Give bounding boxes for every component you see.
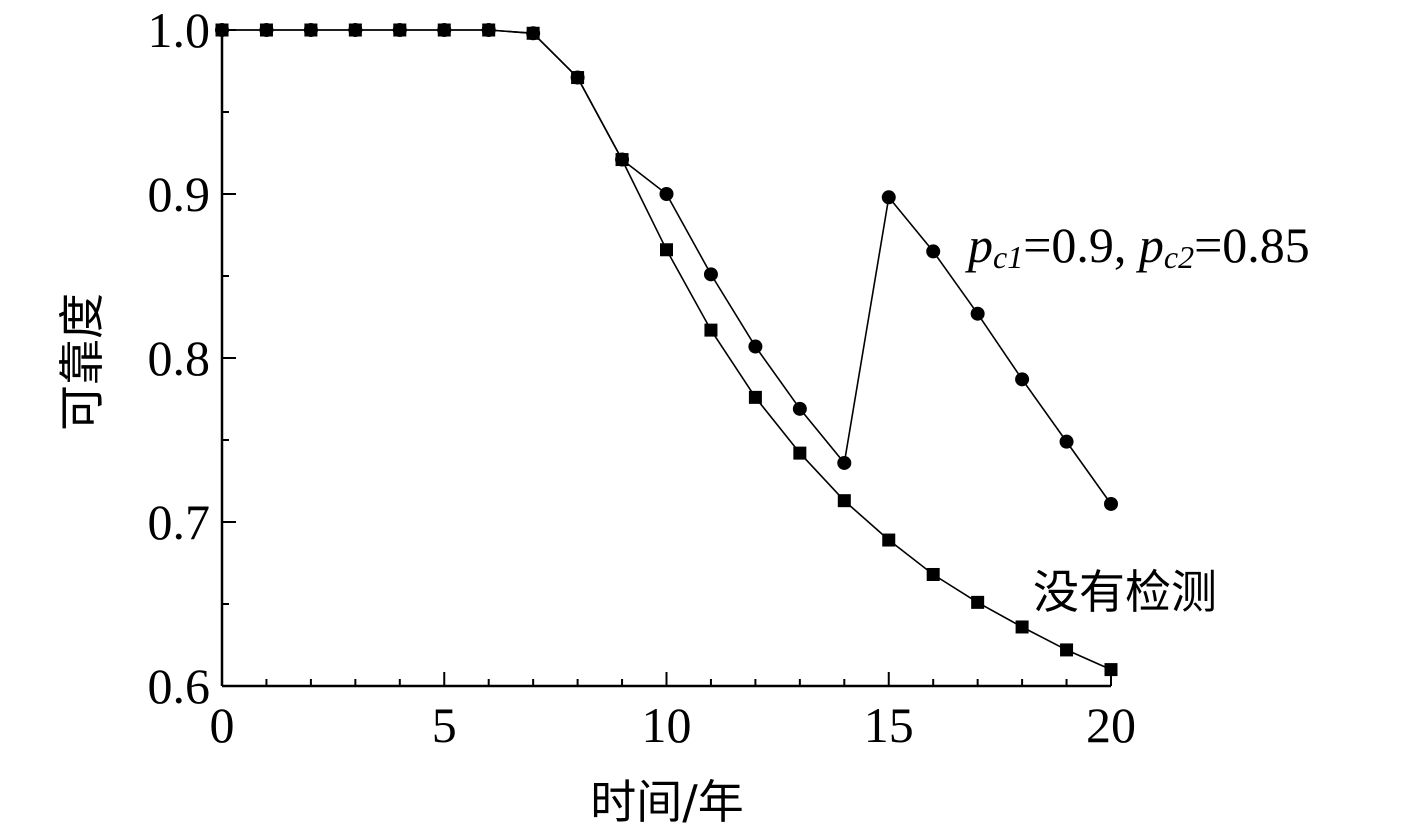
series-markers [215,23,1118,677]
circle-marker [481,23,496,37]
circle-marker [615,152,630,167]
y-tick-label: 1.0 [148,2,211,58]
square-marker [1104,663,1118,677]
x-tick-label: 15 [864,697,914,753]
circle-marker [659,187,674,201]
square-marker [1060,643,1074,657]
circle-marker [703,267,718,282]
square-marker [704,323,718,337]
square-marker [971,595,985,609]
circle-marker [792,401,807,416]
circle-marker [570,70,585,85]
series-lines [222,29,1112,671]
pc-label: pc1=0.9, pc2=0.85 [965,217,1310,275]
circle-marker [259,23,274,37]
circle-marker [748,339,763,354]
y-tick-label: 0.7 [148,494,211,550]
circle-marker [837,455,852,470]
y-ticks: 0.6 0.7 0.8 0.9 1.0 [148,2,236,714]
x-axis-title: 时间/年 [590,775,744,829]
x-tick-label: 20 [1086,697,1136,753]
square-marker [882,533,896,547]
x-tick-label: 10 [642,697,692,753]
y-axis-title: 可靠度 [55,293,109,431]
circle-marker [970,306,985,321]
axes [220,30,1111,688]
circle-marker [1059,434,1074,449]
circle-marker [348,23,363,37]
x-tick-label: 0 [210,697,235,753]
square-marker [660,243,673,257]
square-marker [926,567,940,581]
circle-marker [526,26,541,41]
x-tick-label: 5 [432,697,457,753]
square-marker [837,494,851,508]
circle-marker [215,23,229,37]
circle-marker [1104,496,1118,511]
y-tick-label: 0.8 [148,330,211,386]
circle-marker [1015,372,1030,387]
square-marker [793,446,807,460]
x-ticks: 0 5 10 15 20 [210,672,1136,753]
no-detection-label: 没有检测 [1033,565,1217,619]
square-marker [1015,620,1029,634]
series-line-1 [222,29,1112,671]
y-tick-label: 0.6 [148,658,211,714]
circle-marker [303,23,318,37]
circle-marker [437,23,452,37]
circle-marker [392,23,407,37]
circle-marker [926,244,941,259]
square-marker [748,390,762,404]
y-tick-label: 0.9 [148,166,211,222]
circle-marker [881,190,896,205]
